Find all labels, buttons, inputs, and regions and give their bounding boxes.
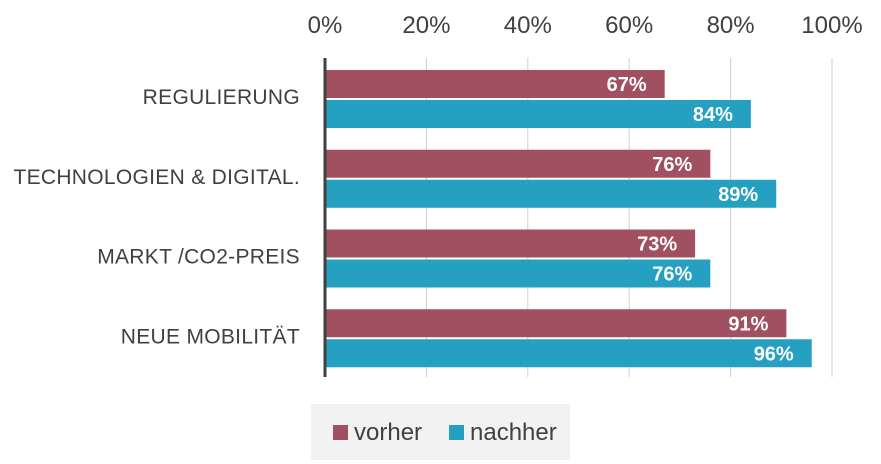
data-label-vorher: 91%	[728, 313, 768, 335]
x-axis-ticks: 0% 20% 40% 60% 80% 100%	[308, 12, 863, 39]
data-label-vorher: 76%	[652, 154, 692, 176]
data-label-nachher: 89%	[718, 184, 758, 206]
x-tick-label: 80%	[707, 12, 755, 39]
data-label-nachher: 96%	[754, 343, 794, 365]
legend-swatch-vorher	[333, 425, 348, 440]
bar-nachher	[325, 100, 751, 128]
category-label: REGULIERUNG	[143, 86, 300, 109]
category-label: NEUE MOBILITÄT	[121, 325, 300, 348]
legend-label-vorher: vorher	[354, 419, 422, 446]
bar-vorher	[325, 309, 787, 338]
legend-label-nachher: nachher	[470, 419, 557, 446]
category-label: TECHNOLOGIEN & DIGITAL.	[13, 166, 300, 189]
category-labels: REGULIERUNG TECHNOLOGIEN & DIGITAL. MARKT …	[13, 86, 300, 348]
x-tick-label: 60%	[605, 12, 653, 39]
data-labels: 67% 84% 76% 89% 73% 76% 91% 96%	[607, 74, 794, 365]
data-label-nachher: 76%	[652, 264, 692, 286]
x-tick-label: 100%	[801, 12, 862, 39]
x-tick-label: 40%	[504, 12, 552, 39]
bar-vorher	[325, 229, 696, 258]
bar-nachher	[325, 339, 812, 368]
bar-nachher	[325, 179, 777, 208]
data-label-vorher: 67%	[607, 74, 647, 96]
x-tick-label: 0%	[308, 12, 343, 39]
data-label-vorher: 73%	[637, 234, 677, 256]
bar-vorher	[325, 70, 665, 98]
legend: vorher nachher	[311, 404, 570, 460]
bars	[325, 70, 812, 368]
category-label: MARKT /CO2-PREIS	[97, 246, 300, 269]
legend-swatch-nachher	[449, 425, 464, 440]
bar-vorher	[325, 149, 711, 178]
legend-background	[311, 404, 570, 460]
bar-nachher	[325, 259, 711, 288]
x-tick-label: 20%	[402, 12, 450, 39]
data-label-nachher: 84%	[693, 104, 733, 126]
